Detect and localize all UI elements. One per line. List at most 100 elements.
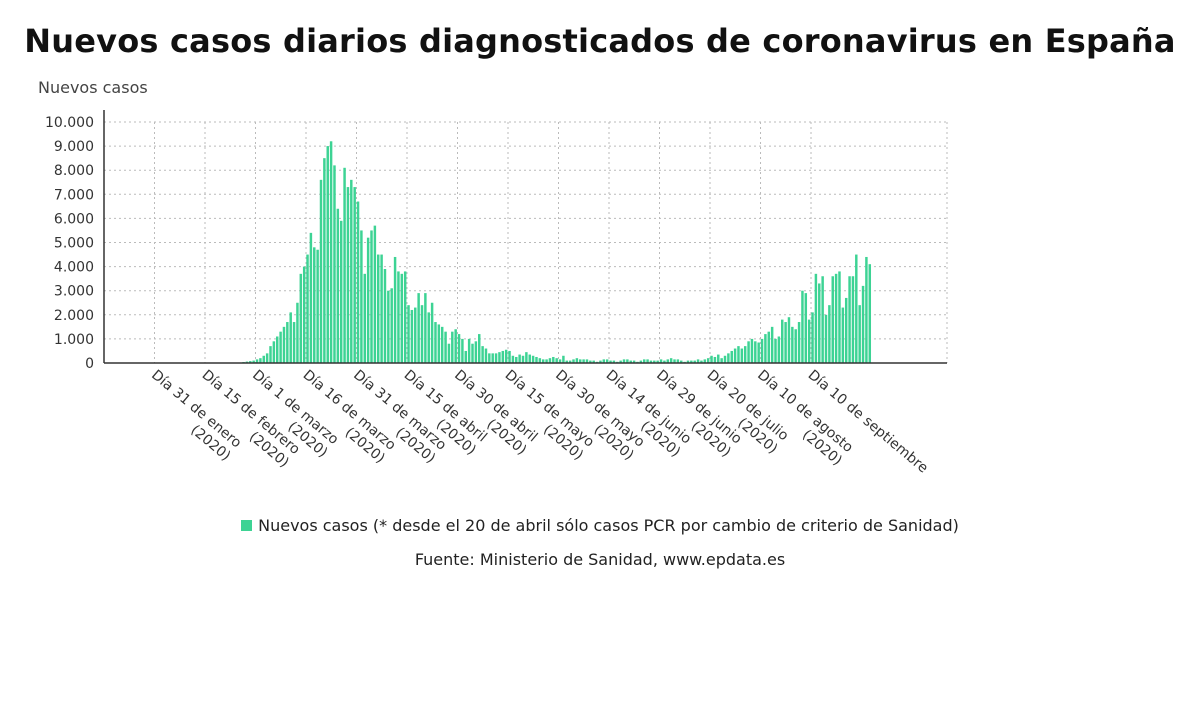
- bar: [339, 220, 343, 363]
- bar: [313, 247, 316, 363]
- bar: [377, 254, 380, 363]
- bar: [494, 353, 498, 363]
- bar: [451, 331, 454, 363]
- bar: [249, 361, 252, 363]
- bar: [804, 293, 808, 363]
- y-tick-label: 6.000: [54, 211, 94, 227]
- bar: [696, 359, 700, 363]
- bar: [255, 359, 259, 363]
- bar: [420, 305, 424, 363]
- bar: [491, 353, 494, 363]
- bar: [767, 331, 771, 363]
- y-tick-labels: 0 1.000 2.000 3.000 4.000 5.000 6.000 7.000 8.00…: [45, 115, 94, 372]
- bar: [626, 359, 629, 363]
- bar: [838, 271, 841, 363]
- bar: [565, 360, 569, 363]
- bar: [743, 346, 747, 363]
- bar: [629, 360, 632, 363]
- bar: [336, 208, 340, 363]
- bar: [457, 334, 461, 363]
- bar: [467, 338, 471, 363]
- bar: [269, 346, 272, 363]
- bar: [461, 338, 464, 363]
- bar: [669, 358, 673, 363]
- bar: [515, 356, 518, 363]
- bar: [390, 288, 393, 363]
- bar: [663, 360, 666, 363]
- bar: [265, 353, 269, 363]
- bar: [659, 359, 663, 363]
- y-tick-label: 10.000: [45, 115, 94, 131]
- bar: [801, 290, 804, 363]
- bar: [690, 360, 693, 363]
- bar: [632, 360, 636, 363]
- bar: [286, 322, 289, 363]
- bar: [791, 326, 794, 363]
- x-tick-labels: Día 31 de enero(2020)Día 15 de febrero(2…: [148, 367, 931, 477]
- bar: [865, 256, 868, 363]
- bar: [360, 230, 363, 363]
- bar: [828, 305, 831, 363]
- bar: [602, 359, 606, 363]
- bar: [555, 358, 558, 363]
- bar: [424, 293, 427, 363]
- bar: [868, 264, 872, 363]
- bar: [609, 360, 612, 363]
- bar: [525, 352, 528, 363]
- x-tick-label: Día 31 de enero(2020): [148, 367, 244, 464]
- bar: [612, 360, 616, 363]
- bar: [343, 167, 346, 363]
- bar: [747, 341, 750, 363]
- bar: [572, 359, 575, 363]
- bar: [262, 355, 265, 363]
- legend-swatch: [241, 520, 253, 531]
- bar: [814, 273, 818, 363]
- bar: [693, 360, 696, 363]
- bar: [464, 350, 468, 363]
- bar: [323, 158, 326, 363]
- y-tick-label: 5.000: [54, 236, 94, 252]
- bar: [834, 273, 838, 363]
- chart-title: Nuevos casos diarios diagnosticados de c…: [24, 22, 1176, 60]
- bar: [393, 256, 397, 363]
- bar: [481, 346, 484, 363]
- bar: [380, 254, 383, 363]
- bar: [296, 302, 299, 363]
- bar: [740, 348, 744, 363]
- bar: [417, 293, 420, 363]
- y-tick-label: 8.000: [54, 163, 94, 179]
- bar: [723, 355, 727, 363]
- bar: [848, 276, 851, 363]
- bar: [794, 329, 797, 363]
- source-note: Fuente: Ministerio de Sanidad, www.epdat…: [414, 550, 786, 569]
- bar: [700, 360, 703, 363]
- bar: [841, 307, 845, 363]
- bar: [329, 141, 333, 363]
- bar: [666, 359, 670, 363]
- bar: [781, 319, 784, 363]
- bar: [676, 359, 680, 363]
- bar: [851, 276, 855, 363]
- bar: [706, 358, 710, 363]
- bar: [541, 359, 545, 363]
- bar: [407, 305, 410, 363]
- bar: [504, 349, 508, 363]
- bar: [646, 359, 649, 363]
- bar: [346, 187, 350, 363]
- bar: [454, 329, 457, 363]
- axes: [103, 110, 947, 364]
- bar: [387, 290, 390, 363]
- bar: [562, 355, 565, 363]
- bar: [811, 312, 814, 363]
- bar: [356, 201, 360, 363]
- bar: [471, 343, 474, 363]
- legend: Nuevos casos (* desde el 20 de abril sól…: [0, 516, 1200, 535]
- bar: [713, 356, 717, 363]
- y-tick-label: 1.000: [54, 332, 94, 348]
- bar: [818, 283, 821, 363]
- bar: [774, 338, 777, 363]
- bar: [784, 322, 787, 363]
- bar: [568, 360, 572, 363]
- y-tick-label: 2.000: [54, 308, 94, 324]
